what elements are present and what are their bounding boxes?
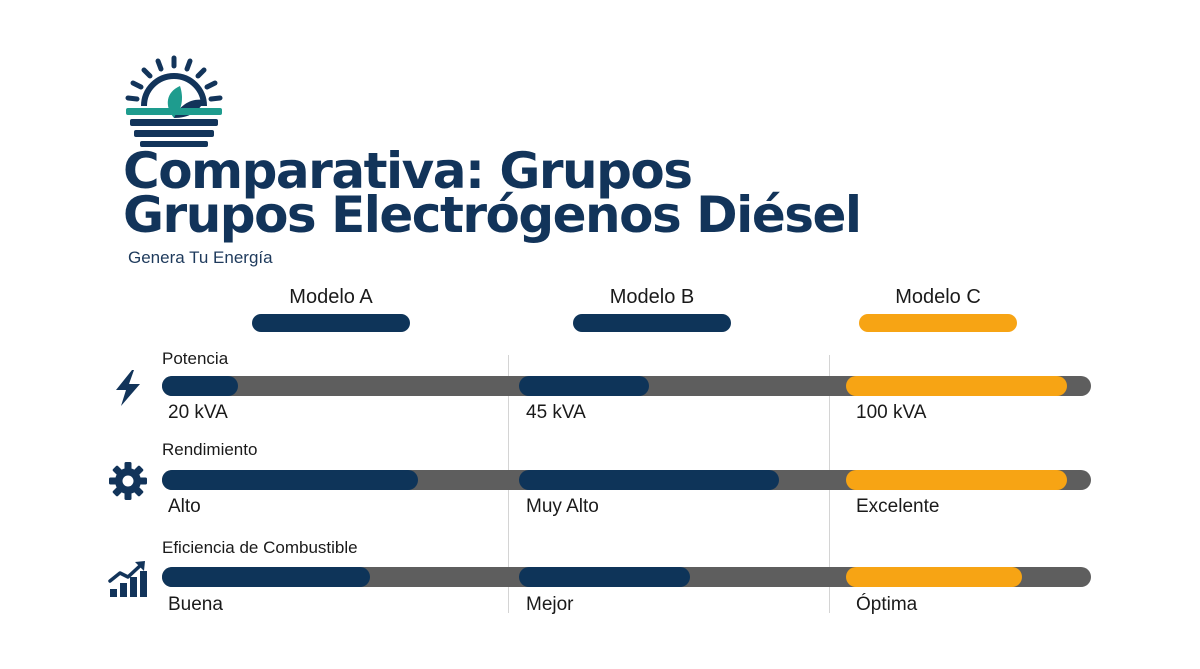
column-pill-modelo-c (859, 314, 1017, 332)
page-title-line-2: Grupos Electrógenos Diésel (123, 186, 862, 244)
rendimiento-value-modelo-b: Muy Alto (526, 496, 599, 517)
column-header-modelo-b: Modelo B (609, 286, 695, 308)
rendimiento-value-modelo-a: Alto (168, 496, 201, 517)
page-title-line-1: Comparativa: Grupos (123, 142, 693, 200)
row-label-eficiencia: Eficiencia de Combustible (162, 538, 358, 557)
potencia-bar-modelo-b (519, 376, 649, 396)
potencia-bar-modelo-a (162, 376, 238, 396)
column-header-modelo-c: Modelo C (895, 286, 981, 308)
rendimiento-value-modelo-c: Excelente (856, 496, 940, 517)
eficiencia-bar-modelo-b (519, 567, 690, 587)
column-header-modelo-a: Modelo A (289, 286, 373, 308)
row-label-rendimiento: Rendimiento (162, 440, 258, 459)
potencia-value-modelo-a: 20 kVA (168, 402, 228, 423)
potencia-value-modelo-c: 100 kVA (856, 402, 927, 423)
eficiencia-value-modelo-b: Mejor (526, 594, 574, 615)
page-subtitle: Genera Tu Energía (128, 248, 273, 267)
potencia-value-modelo-b: 45 kVA (526, 402, 586, 423)
rendimiento-bar-modelo-c (846, 470, 1067, 490)
eficiencia-value-modelo-a: Buena (168, 594, 223, 615)
column-pill-modelo-a (252, 314, 410, 332)
sun-leaf-logo-icon (125, 55, 223, 147)
rendimiento-bar-modelo-a (162, 470, 418, 490)
row-label-potencia: Potencia (162, 349, 229, 368)
eficiencia-bar-modelo-c (846, 567, 1022, 587)
eficiencia-bar-modelo-a (162, 567, 370, 587)
growth-chart-icon (108, 561, 147, 597)
eficiencia-value-modelo-c: Óptima (856, 594, 918, 615)
column-pill-modelo-b (573, 314, 731, 332)
lightning-bolt-icon (116, 370, 140, 406)
rendimiento-bar-modelo-b (519, 470, 779, 490)
gear-icon (109, 462, 147, 500)
potencia-bar-modelo-c (846, 376, 1067, 396)
